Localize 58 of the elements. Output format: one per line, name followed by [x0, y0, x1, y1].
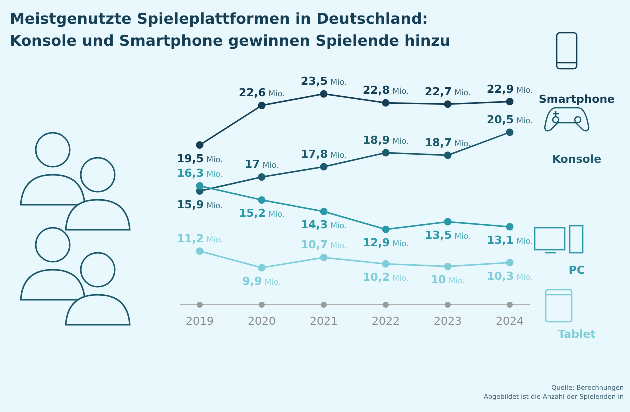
- point: [258, 196, 266, 204]
- data-label: 19,5 Mio.: [176, 152, 224, 166]
- data-label: 22,6 Mio.: [238, 86, 286, 100]
- data-label: 15,2 Mio.: [238, 207, 286, 220]
- point: [196, 182, 204, 190]
- data-label: 17 Mio.: [244, 158, 280, 172]
- point: [382, 260, 390, 268]
- point: [196, 248, 204, 256]
- data-label: 22,9 Mio.: [486, 82, 534, 96]
- data-label: 22,7 Mio.: [424, 85, 472, 98]
- x-tick-label: 2022: [372, 315, 400, 328]
- point: [320, 90, 328, 98]
- data-label: 10,7 Mio.: [300, 238, 348, 252]
- data-label: 12,9 Mio.: [362, 236, 410, 250]
- point: [506, 223, 514, 231]
- text: Konsole: [552, 153, 602, 166]
- x-tick-label: 2021: [310, 315, 338, 328]
- x-tick-label: 2019: [186, 315, 214, 328]
- point: [506, 98, 514, 106]
- x-tick-label: 2023: [434, 315, 462, 328]
- point: [506, 259, 514, 267]
- data-label: 14,3 Mio.: [300, 218, 348, 232]
- text: Smartphone: [538, 93, 616, 106]
- point: [444, 218, 452, 226]
- data-label: 18,9 Mio.: [362, 134, 410, 147]
- point: [382, 226, 390, 234]
- data-label: 20,5 Mio.: [486, 114, 534, 126]
- data-label: 9,9 Mio.: [242, 274, 282, 288]
- point: [196, 142, 204, 150]
- data-label: 16,3 Mio.: [176, 167, 224, 180]
- data-label: 10,2 Mio.: [362, 271, 410, 284]
- data-label: 13,1 Mio.: [486, 234, 534, 248]
- point: [382, 99, 390, 107]
- data-label: 17,8 Mio.: [300, 148, 348, 161]
- point: [444, 152, 452, 160]
- x-tick-label: 2020: [248, 315, 276, 328]
- chart-title: Meistgenutzte Spieleplattformen in Deutschland: Konsole und Smartphone gewinnen Spielende hinzu: [10, 9, 452, 52]
- point: [506, 128, 514, 136]
- data-label: 10 Mio.: [430, 274, 466, 287]
- point: [382, 149, 390, 157]
- point: [444, 100, 452, 108]
- data-label: 11,2 Mio.: [176, 232, 224, 246]
- x-tick-label: 2024: [496, 315, 524, 328]
- text: PC: [568, 264, 586, 277]
- data-label: 22,8 Mio.: [362, 84, 410, 98]
- data-label: 23,5 Mio.: [300, 75, 348, 88]
- data-label: 10,3 Mio.: [486, 270, 534, 283]
- data-label: 18,7 Mio.: [424, 136, 472, 150]
- text: Tablet: [558, 328, 596, 341]
- point: [258, 102, 266, 110]
- point: [320, 254, 328, 262]
- data-label: 13,5 Mio.: [424, 228, 472, 242]
- data-label: 15,9 Mio.: [176, 198, 224, 212]
- point: [444, 262, 452, 270]
- point: [258, 173, 266, 181]
- point: [258, 264, 266, 272]
- point: [320, 163, 328, 171]
- point: [320, 208, 328, 216]
